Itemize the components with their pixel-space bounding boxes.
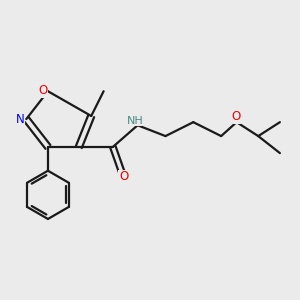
Text: O: O (231, 110, 241, 123)
Text: O: O (119, 170, 128, 183)
Text: N: N (16, 112, 25, 126)
Text: NH: NH (127, 116, 143, 126)
Text: O: O (38, 84, 47, 97)
